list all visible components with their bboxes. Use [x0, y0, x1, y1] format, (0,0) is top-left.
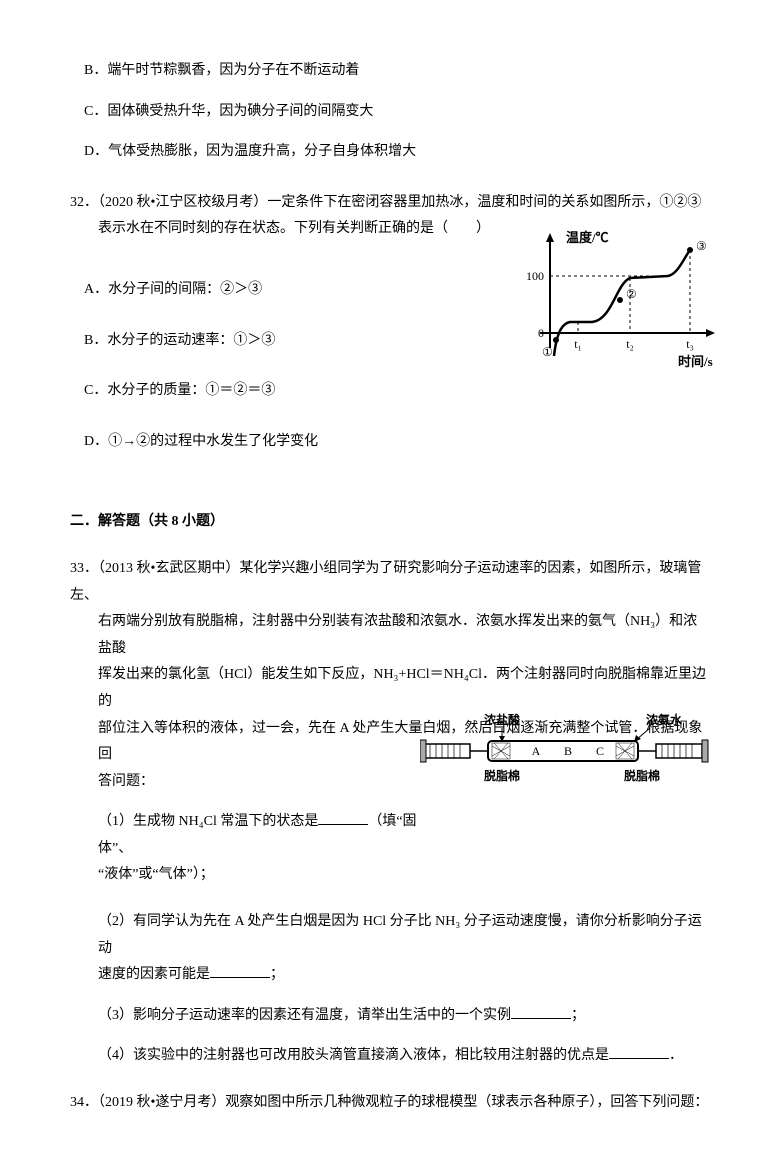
blank-4[interactable] — [609, 1044, 669, 1059]
blank-3[interactable] — [511, 1004, 571, 1019]
label-nh3: 浓氨水 — [646, 712, 683, 727]
q32-stem-1: 一定条件下在密闭容器里加热冰，温度和时间的关系如图所示，①②③ — [267, 195, 701, 210]
question-33: 33．（2013 秋•玄武区期中）某化学兴趣小组同学为了研究影响分子运动速率的因… — [70, 556, 710, 1070]
y-axis-label: 温度/℃ — [566, 230, 609, 245]
x-axis-label: 时间/s — [678, 354, 713, 369]
label-cotton-left: 脱脂棉 — [484, 768, 520, 783]
tube-label-b: B — [564, 744, 572, 758]
q33-sub-4a: （4）该实验中的注射器也可改用胶头滴管直接滴入液体，相比较用注射器的优点是 — [98, 1048, 609, 1063]
ytick-0: 0 — [538, 326, 544, 340]
question-34: 34．（2019 秋•遂宁月考）观察如图中所示几种微观粒子的球棍模型（球表示各种… — [70, 1090, 710, 1117]
xtick-t3: t₃ — [686, 337, 694, 351]
q33-sub-1: （1）生成物 NH₄Cl 常温下的状态是（填“固体”、 “液体”或“气体”）； — [98, 809, 418, 889]
q33-source: （2013 秋•玄武区期中） — [98, 561, 239, 576]
q31-option-b: B．端午时节粽飘香，因为分子在不断运动着 — [84, 54, 710, 89]
q33-sub-3b: ； — [571, 1008, 585, 1023]
label-cotton-right: 脱脂棉 — [624, 768, 660, 783]
section-2-title: 二．解答题（共 8 小题） — [70, 509, 710, 536]
q33-sub-2: （2）有同学认为先在 A 处产生白烟是因为 HCl 分子比 NH₃ 分子运动速度… — [98, 909, 710, 989]
q31-option-d: D．气体受热膨胀，因为温度升高，分子自身体积增大 — [84, 135, 710, 170]
xtick-t2: t₂ — [626, 337, 634, 351]
q33-sub-1a: （1）生成物 NH₄Cl 常温下的状态是 — [98, 814, 318, 829]
marker-2: ② — [626, 287, 637, 301]
q33-sub-4b: ． — [669, 1048, 683, 1063]
ytick-100: 100 — [526, 269, 544, 283]
question-32: 32．（2020 秋•江宁区校级月考）一定条件下在密闭容器里加热冰，温度和时间的… — [70, 190, 710, 460]
q33-sub-3a: （3）影响分子运动速率的因素还有温度，请举出生活中的一个实例 — [98, 1008, 511, 1023]
page: B．端午时节粽飘香，因为分子在不断运动着 C．固体碘受热升华，因为碘分子间的间隔… — [0, 0, 780, 1175]
marker-1: ① — [542, 345, 553, 359]
q33-sub-2c: ； — [270, 967, 284, 982]
xtick-t1: t₁ — [574, 337, 582, 351]
q33-number: 33． — [70, 561, 98, 576]
q33-sub-2b: 速度的因素可能是 — [98, 967, 210, 982]
blank-2[interactable] — [210, 963, 270, 978]
tube-label-c: C — [596, 744, 604, 758]
blank-1[interactable] — [318, 810, 368, 825]
q32-option-d: D．①→②的过程中水发生了化学变化 — [84, 425, 710, 460]
q33-sub-3: （3）影响分子运动速率的因素还有温度，请举出生活中的一个实例 ； — [98, 1003, 710, 1030]
label-hcl: 浓盐酸 — [484, 712, 521, 727]
q31-option-c: C．固体碘受热升华，因为碘分子间的间隔变大 — [84, 95, 710, 130]
q32-number: 32． — [70, 195, 98, 210]
marker-3: ③ — [696, 239, 707, 253]
q33-diagram: A B C 浓盐酸 浓氨水 脱脂棉 脱脂棉 — [420, 706, 720, 796]
q32-source: （2020 秋•江宁区校级月考） — [98, 195, 267, 210]
q33-sub-4: （4）该实验中的注射器也可改用胶头滴管直接滴入液体，相比较用注射器的优点是 ． — [98, 1043, 710, 1070]
q32-chart: 0 100 温度/℃ 时间/s ① ② ③ — [520, 228, 720, 383]
q33-sub-1c: “液体”或“气体”）； — [98, 862, 418, 889]
tube-label-a: A — [532, 744, 541, 758]
q33-sub-2a: （2）有同学认为先在 A 处产生白烟是因为 HCl 分子比 NH₃ 分子运动速度… — [98, 914, 702, 956]
q33-stem-2: 右两端分别放有脱脂棉，注射器中分别装有浓盐酸和浓氨水．浓氨水挥发出来的氨气（NH… — [98, 609, 710, 662]
